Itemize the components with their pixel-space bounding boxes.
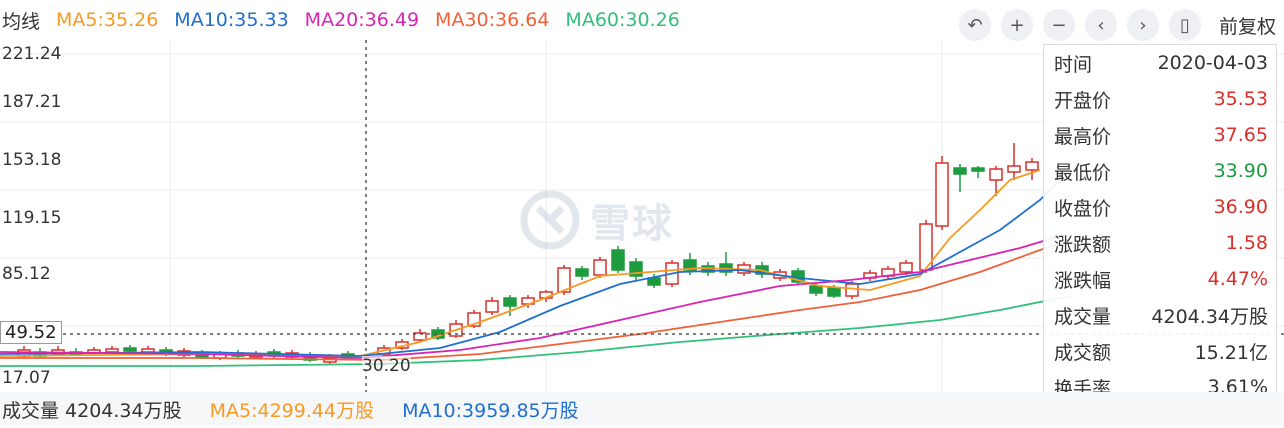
legend-label: 均线 — [2, 10, 41, 33]
candle-up — [1025, 161, 1039, 171]
y-tick-label: 85.12 — [2, 264, 51, 284]
tooltip-value: 33.90 — [1213, 160, 1268, 182]
tooltip-row: 最高价 37.65 — [1044, 117, 1276, 153]
zoom-in-icon[interactable]: + — [1000, 9, 1033, 41]
tooltip-label: 涨跌幅 — [1054, 269, 1112, 292]
candle-down — [611, 249, 625, 271]
candle-up — [1007, 165, 1021, 173]
tooltip-row: 收盘价 36.90 — [1044, 189, 1276, 225]
ma20-line — [0, 235, 1061, 359]
chevron-left-icon[interactable]: ‹ — [1084, 9, 1117, 41]
legend-ma10: MA10:35.33 — [174, 9, 289, 31]
y-tick-label: 187.21 — [2, 92, 62, 112]
tooltip-value: 4204.34万股 — [1151, 305, 1268, 328]
tooltip-value: 37.65 — [1213, 124, 1268, 146]
candle-up — [899, 262, 913, 273]
tooltip-label: 涨跌额 — [1054, 233, 1112, 256]
crosshair-x-value: 30.20 — [362, 356, 411, 376]
tooltip-label: 时间 — [1054, 53, 1093, 76]
kline-chart[interactable] — [0, 40, 1284, 392]
y-tick-label: 17.07 — [2, 368, 51, 388]
candle-up — [485, 300, 499, 313]
tooltip-row: 最低价 33.90 — [1044, 153, 1276, 189]
crosshair — [0, 40, 1284, 392]
volume-legend: 成交量 4204.34万股 MA5:4299.44万股 MA10:3959.85… — [0, 392, 1284, 426]
adjust-mode-button[interactable]: 前复权 — [1218, 15, 1276, 38]
legend-ma5: MA5:35.26 — [56, 9, 159, 31]
candle-up — [989, 168, 1003, 181]
watermark: 雪球 — [520, 190, 674, 250]
watermark-text: 雪球 — [590, 201, 674, 247]
candle-down — [809, 285, 823, 294]
chart-toolbar: ↶ + − ‹ › ▯ 前复权 — [958, 8, 1276, 42]
candle-up — [557, 267, 571, 293]
tooltip-label: 成交量 — [1054, 305, 1112, 328]
tooltip-row: 成交量 4204.34万股 — [1044, 297, 1276, 333]
tooltip-label: 开盘价 — [1054, 89, 1112, 112]
legend-ma30: MA30:36.64 — [435, 9, 550, 31]
tooltip-label: 收盘价 — [1054, 197, 1112, 220]
volume-label: 成交量 4204.34万股 — [2, 399, 182, 422]
zoom-out-icon[interactable]: − — [1042, 9, 1075, 41]
candle-down — [123, 347, 137, 352]
tooltip-value: 15.21亿 — [1194, 341, 1268, 364]
tooltip-value: 2020-04-03 — [1157, 52, 1268, 74]
undo-icon[interactable]: ↶ — [958, 9, 991, 41]
tooltip-row: 成交额 15.21亿 — [1044, 333, 1276, 369]
ohlc-tooltip: 时间 2020-04-03 开盘价 35.53 最高价 37.65 最低价 33.90 收盘价 3… — [1043, 44, 1277, 416]
y-tick-label: 221.24 — [2, 44, 62, 64]
candle-up — [141, 348, 155, 353]
candle-up — [845, 283, 859, 297]
ma5-line — [0, 169, 1041, 357]
tooltip-value: 35.53 — [1213, 88, 1268, 110]
ma-legend: 均线 MA5:35.26 MA10:35.33 MA20:36.49 MA30:… — [0, 0, 902, 40]
tooltip-value: 4.47% — [1207, 268, 1268, 290]
candle-down — [647, 277, 661, 286]
y-tick-label: 119.15 — [2, 208, 62, 228]
candle-down — [503, 297, 517, 307]
tooltip-label: 成交额 — [1054, 341, 1112, 364]
candlestick-icon[interactable]: ▯ — [1168, 9, 1201, 41]
candles — [17, 143, 1039, 365]
tooltip-label: 最低价 — [1054, 161, 1112, 184]
candle-up — [413, 332, 427, 341]
candle-up — [935, 162, 949, 227]
candle-down — [575, 268, 589, 277]
candle-down — [953, 167, 967, 175]
candle-up — [593, 259, 607, 276]
tooltip-value: 36.90 — [1213, 196, 1268, 218]
tooltip-label: 最高价 — [1054, 125, 1112, 148]
candle-down — [683, 259, 697, 271]
ma60-line — [0, 295, 1071, 367]
candle-down — [827, 287, 841, 297]
crosshair-y-value: 49.52 — [0, 321, 62, 344]
chevron-right-icon[interactable]: › — [1126, 9, 1159, 41]
volume-ma5: MA5:4299.44万股 — [209, 399, 375, 422]
y-tick-label: 153.18 — [2, 150, 62, 170]
xueqiu-logo-icon — [520, 190, 580, 250]
candle-up — [105, 348, 119, 353]
tooltip-row: 开盘价 35.53 — [1044, 81, 1276, 117]
tooltip-row: 涨跌额 1.58 — [1044, 225, 1276, 261]
volume-ma10: MA10:3959.85万股 — [402, 399, 579, 422]
tooltip-row: 涨跌幅 4.47% — [1044, 261, 1276, 297]
tooltip-value: 1.58 — [1225, 232, 1268, 254]
legend-ma20: MA20:36.49 — [304, 9, 420, 31]
candle-down — [971, 167, 985, 172]
legend-ma60: MA60:30.26 — [565, 9, 680, 31]
ma10-line — [0, 179, 1061, 357]
tooltip-row: 时间 2020-04-03 — [1044, 45, 1276, 81]
